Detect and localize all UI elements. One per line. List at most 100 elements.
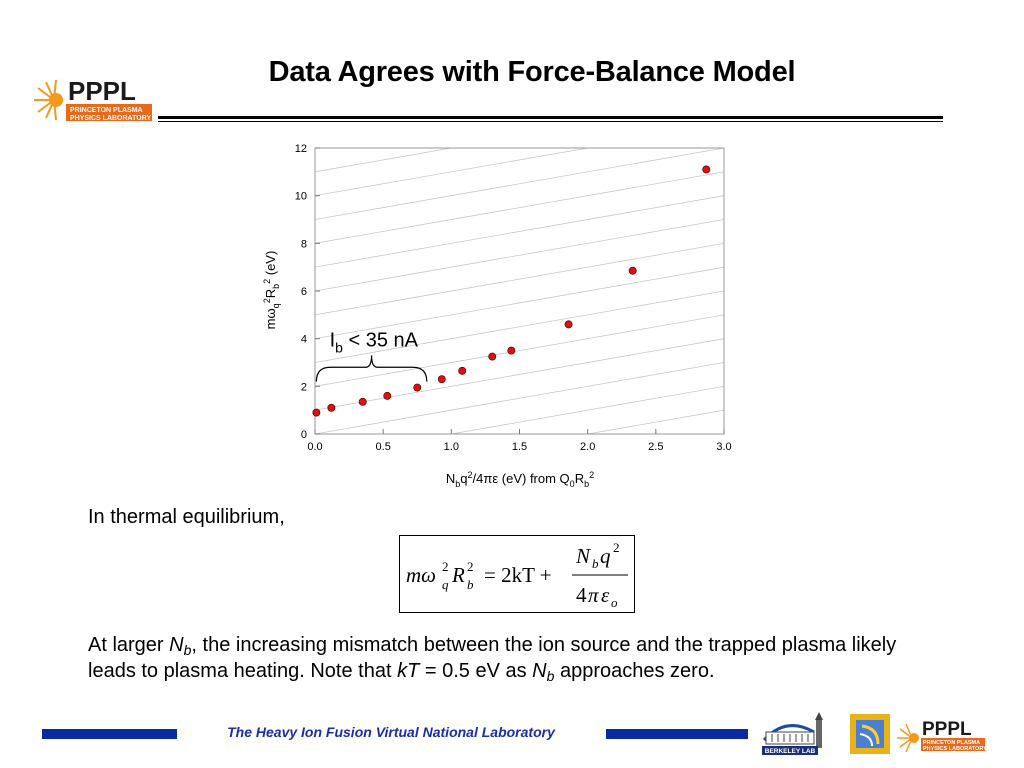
data-point — [413, 383, 422, 392]
data-point — [564, 320, 573, 329]
eq-den-4: 4 — [576, 583, 587, 607]
footer-text: The Heavy Ion Fusion Virtual National La… — [227, 724, 555, 740]
eq-R-sub: b — [467, 577, 474, 592]
data-point — [327, 403, 336, 412]
pppl-logo-line1: PRINCETON PLASMA — [70, 107, 143, 114]
Nb-sub: b — [183, 642, 192, 658]
gridline — [315, 171, 724, 244]
Nb-sub-2: b — [546, 668, 555, 684]
y-tick-label: 2 — [301, 381, 307, 393]
sun-burst-icon — [34, 79, 63, 121]
conclusion-part1: At larger — [88, 634, 170, 656]
title-divider — [158, 116, 943, 119]
gridline — [315, 362, 724, 434]
eq-num-sup: 2 — [613, 540, 620, 555]
brace-path — [315, 355, 428, 382]
conclusion-text: At larger Nb, the increasing mismatch be… — [88, 632, 948, 684]
annotation-label-main: I — [330, 330, 336, 352]
title-divider-thin — [158, 121, 943, 122]
x-tick-label: 2.5 — [648, 441, 663, 453]
data-point — [488, 352, 497, 361]
annotation-label: Ib < 35 nA — [330, 330, 419, 356]
data-point — [437, 375, 446, 384]
y-tick-label: 12 — [295, 143, 307, 155]
chart-gridlines — [315, 148, 724, 434]
pppl-logo-small: PPPL PRINCETON PLASMA PHYSICS LABORATORY — [897, 719, 987, 753]
y-axis-label: mωq2Rb2 (eV) — [262, 251, 281, 330]
footer-bar-left — [42, 729, 177, 739]
eq-num-q: q — [600, 544, 611, 568]
gridline — [449, 385, 724, 434]
gridline — [315, 219, 724, 292]
annotation-label-sub: b — [335, 340, 343, 356]
gridline — [315, 195, 724, 268]
eq-m: m — [406, 563, 421, 587]
eq-num-sub: b — [592, 556, 599, 571]
Nb-symbol-2: Nb — [532, 660, 555, 684]
hif-logo — [850, 714, 890, 754]
eq-R-sup: 2 — [467, 559, 474, 574]
y-tick-label: 0 — [301, 429, 307, 441]
Nb-main: N — [169, 634, 184, 656]
gridline — [315, 338, 724, 411]
annotation-label-rest: < 35 nA — [343, 330, 419, 352]
data-point — [312, 408, 321, 417]
page-title: Data Agrees with Force-Balance Model — [268, 56, 796, 88]
eq-den-pi: π — [588, 583, 599, 607]
x-tick-label: 3.0 — [716, 441, 731, 453]
x-axis-label: Nbq2/4πε (eV) from Q0Rb2 — [446, 470, 594, 489]
eq-omega-sup: 2 — [442, 559, 449, 574]
y-tick-label: 8 — [301, 238, 307, 250]
pppl-small-logo-line1: PRINCETON PLASMA — [923, 740, 980, 746]
Nb-main-2: N — [532, 660, 547, 682]
conclusion-part4: approaches zero. — [554, 660, 715, 682]
conclusion-part3: = 0.5 eV as — [419, 660, 533, 682]
gridline — [315, 148, 590, 197]
footer-bar-right — [606, 729, 748, 739]
equation-box: mω 2 q R 2 b = 2kT + N b q 2 4 π ε o — [399, 535, 635, 613]
eq-num-N: N — [575, 544, 591, 568]
equation: mω 2 q R 2 b = 2kT + N b q 2 4 π ε o — [406, 540, 628, 610]
pppl-small-logo-line2: PHYSICS LABORATORY — [923, 746, 987, 752]
chart-points — [312, 165, 711, 417]
data-point — [507, 346, 516, 355]
Nb-symbol: Nb — [169, 634, 192, 658]
data-point — [383, 391, 392, 400]
x-tick-label: 2.0 — [580, 441, 595, 453]
eq-den-sub: o — [611, 595, 618, 610]
eq-den-eps: ε — [601, 583, 610, 607]
x-tick-label: 0.0 — [307, 441, 322, 453]
gridline — [585, 409, 724, 434]
eq-R: R — [451, 563, 465, 587]
gridline — [315, 148, 724, 220]
x-tick-label: 1.0 — [444, 441, 459, 453]
x-tick-label: 1.5 — [512, 441, 527, 453]
x-tick-label: 0.5 — [376, 441, 391, 453]
conclusion-part2: , the increasing mismatch between the io… — [88, 634, 897, 682]
chart-svg: 0.0 0.5 1.0 1.5 2.0 2.5 3.0 0 2 4 6 8 10 12 Ib < 35 n… — [262, 143, 732, 489]
gridline — [315, 148, 454, 173]
pppl-logo: PPPL PRINCETON PLASMA PHYSICS LABORATORY — [34, 76, 152, 122]
eq-middle: = 2kT + — [484, 563, 552, 587]
gridline — [315, 266, 724, 340]
data-point — [358, 397, 367, 406]
pppl-small-logo-text: PPPL — [922, 719, 972, 740]
y-tick-label: 4 — [301, 334, 307, 346]
scatter-chart: 0.0 0.5 1.0 1.5 2.0 2.5 3.0 0 2 4 6 8 10 12 Ib < 35 n… — [255, 138, 755, 498]
berkeley-lab-label: BERKELEY LAB — [765, 748, 816, 755]
gridline — [315, 290, 724, 363]
intro-text: In thermal equilibrium, — [88, 506, 285, 528]
y-tick-label: 10 — [295, 191, 307, 203]
plot-frame — [314, 147, 725, 435]
y-tick-label: 6 — [301, 286, 307, 298]
berkeley-lab-logo: BERKELEY LAB — [762, 712, 823, 755]
kT-symbol: kT — [397, 660, 420, 682]
gridline — [315, 314, 724, 387]
pppl-logo-text: PPPL — [68, 76, 136, 106]
eq-omega: ω — [421, 563, 436, 587]
eq-omega-sub: q — [442, 577, 449, 592]
data-point — [458, 366, 467, 375]
data-point — [628, 266, 637, 275]
pppl-logo-line2: PHYSICS LABORATORY — [70, 115, 151, 122]
data-point — [702, 165, 711, 174]
